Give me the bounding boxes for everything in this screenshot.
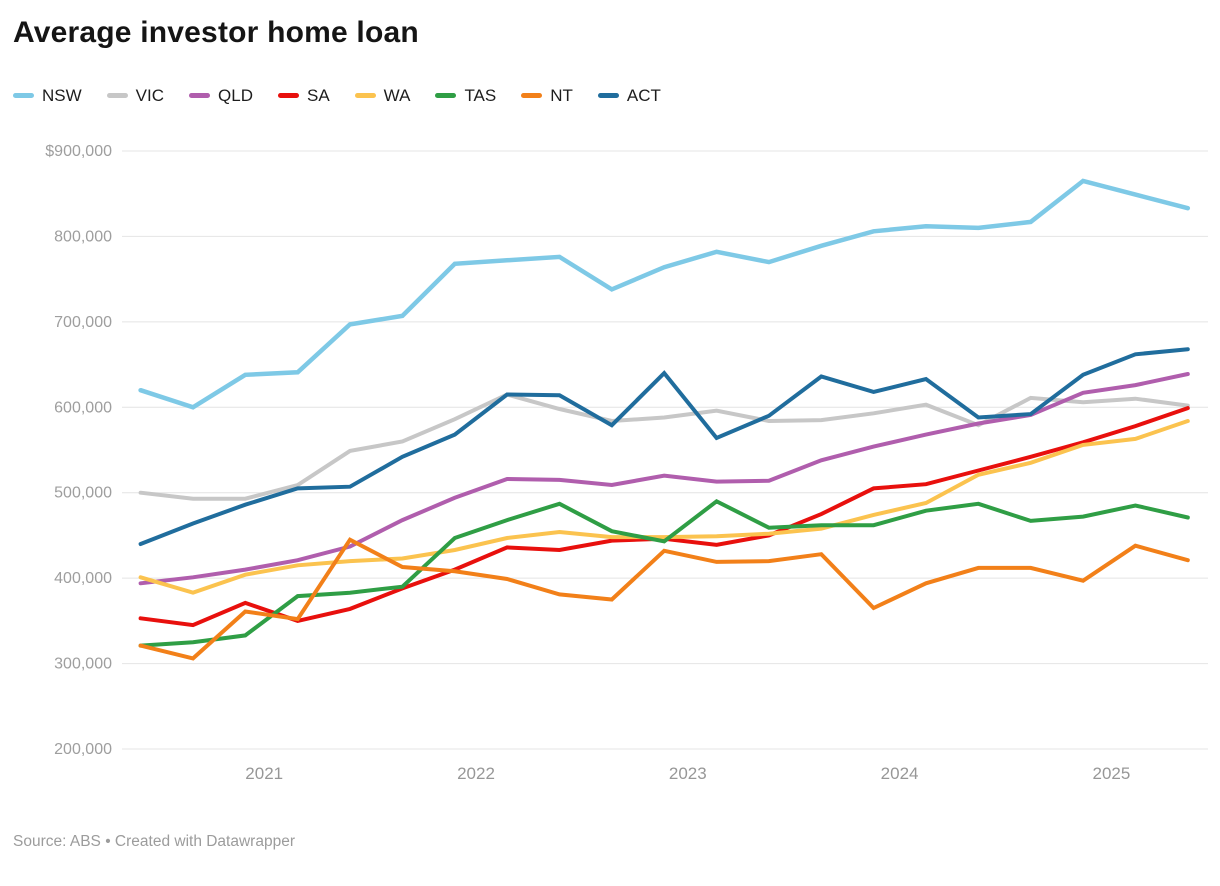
- legend-item-sa: SA: [277, 85, 330, 106]
- y-axis-tick-label: 200,000: [54, 741, 112, 758]
- legend-item-nt: NT: [521, 86, 573, 106]
- chart-area: $900,000 800,000 700,000 600,000 500,000 400,…: [0, 136, 1220, 803]
- legend-swatch-icon: [597, 93, 619, 98]
- series-line-tas[interactable]: [138, 498, 1190, 648]
- series-line-nt[interactable]: [138, 536, 1190, 661]
- legend-label: NT: [550, 85, 573, 105]
- legend-swatch-icon: [106, 93, 128, 98]
- y-axis-tick-label: 300,000: [54, 655, 112, 672]
- legend-label: WA: [383, 85, 411, 105]
- legend-swatch-icon: [521, 93, 543, 98]
- legend-label: VIC: [135, 85, 165, 105]
- legend-label: QLD: [218, 85, 253, 105]
- x-axis-tick-label: 2022: [457, 764, 495, 783]
- legend-item-tas: TAS: [435, 86, 496, 106]
- legend-label: ACT: [626, 85, 661, 105]
- x-axis-tick-label: 2023: [669, 764, 707, 783]
- y-axis-tick-label: 700,000: [54, 313, 112, 330]
- x-axis-tick-label: 2024: [881, 764, 919, 783]
- legend-swatch-icon: [435, 93, 457, 98]
- legend-item-nsw: NSW: [13, 86, 82, 106]
- line-chart-svg: $900,000 800,000 700,000 600,000 500,000 400,…: [45, 143, 1208, 783]
- x-axis-tick-label: 2025: [1092, 764, 1130, 783]
- legend-label: TAS: [464, 85, 497, 105]
- series-line-wa[interactable]: [138, 418, 1190, 595]
- y-axis-tick-label: 600,000: [54, 399, 112, 416]
- legend-item-act: ACT: [597, 85, 661, 106]
- series-line-nsw[interactable]: [138, 177, 1191, 410]
- y-axis-tick-label: 400,000: [54, 570, 112, 587]
- legend-item-vic: VIC: [106, 85, 165, 106]
- legend-swatch-icon: [354, 93, 376, 98]
- legend-swatch-icon: [13, 93, 34, 98]
- legend-item-wa: WA: [354, 85, 411, 106]
- chart-card: Average investor home loan NSW VIC QLD SA WA…: [0, 16, 1220, 886]
- y-axis-tick-label: 800,000: [54, 228, 112, 245]
- legend-label: SA: [306, 85, 330, 105]
- legend-swatch-icon: [277, 93, 299, 98]
- y-axis-tick-label: $900,000: [45, 143, 112, 160]
- series-line-sa[interactable]: [138, 405, 1190, 627]
- x-axis-tick-label: 2021: [245, 764, 283, 783]
- series-line-qld[interactable]: [138, 371, 1190, 585]
- series-line-vic[interactable]: [138, 391, 1190, 501]
- source-note: Source: ABS • Created with Datawrapper: [13, 832, 295, 850]
- y-axis-tick-label: 500,000: [54, 484, 112, 501]
- legend-swatch-icon: [189, 93, 211, 98]
- chart-legend: NSW VIC QLD SA WA TAS NT ACT: [13, 84, 1220, 108]
- page-title: Average investor home loan: [13, 16, 419, 49]
- legend-label: NSW: [42, 85, 82, 105]
- series-line-act[interactable]: [138, 346, 1190, 546]
- legend-item-qld: QLD: [189, 86, 253, 106]
